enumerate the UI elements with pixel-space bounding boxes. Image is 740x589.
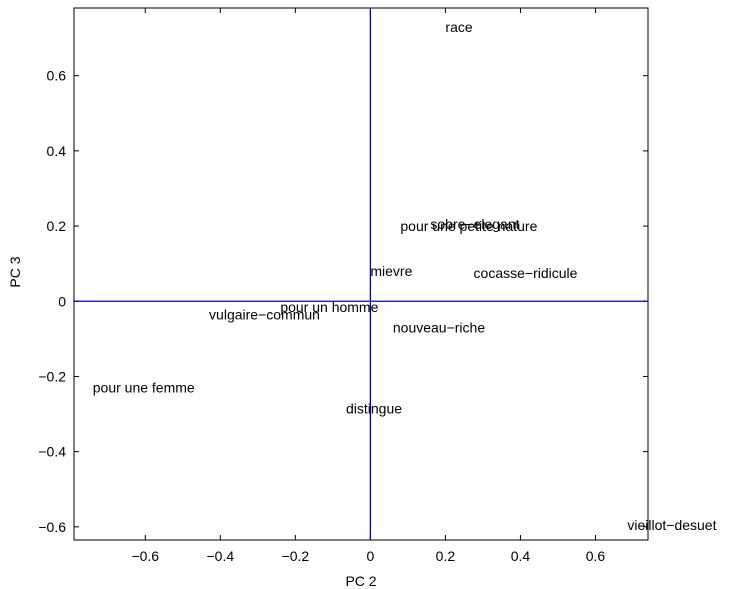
point-label: pour une petite nature	[400, 218, 537, 234]
point-label: cocasse−ridicule	[474, 265, 578, 281]
reference-lines	[74, 8, 648, 540]
tick-labels: −0.6 −0.4 −0.2 0 0.2 0.4 0.6 −0.6 −0.4 −0.2 0 0.2 0.…	[38, 68, 605, 564]
x-tick-label: 0.6	[586, 548, 606, 564]
point-label: nouveau−riche	[393, 320, 485, 336]
x-tick-label: −0.2	[282, 548, 310, 564]
y-tick-label: 0	[58, 293, 66, 309]
y-axis-label: PC 3	[7, 256, 23, 287]
y-tick-label: −0.6	[38, 519, 66, 535]
point-label: distingue	[346, 400, 402, 416]
point-label: sobre−elegant	[430, 216, 519, 232]
plot-frame	[73, 7, 649, 541]
x-tick-label: 0.2	[436, 548, 456, 564]
y-tick-label: −0.2	[38, 368, 66, 384]
point-label: vulgaire−commun	[209, 306, 320, 322]
x-tick-label: 0.4	[511, 548, 531, 564]
point-label: race	[445, 19, 472, 35]
x-axis-label: PC 2	[345, 573, 376, 589]
point-label: pour un homme	[280, 299, 378, 315]
y-tick-label: 0.4	[47, 143, 67, 159]
y-tick-label: 0.2	[47, 218, 67, 234]
x-tick-label: −0.6	[131, 548, 159, 564]
point-label: vieillot−desuet	[627, 517, 716, 533]
x-tick-label: 0	[366, 548, 374, 564]
point-label: pour une femme	[93, 380, 195, 396]
x-tick-label: −0.4	[206, 548, 234, 564]
point-label: mievre	[370, 263, 412, 279]
y-tick-label: 0.6	[47, 68, 67, 84]
y-tick-label: −0.4	[38, 444, 66, 460]
